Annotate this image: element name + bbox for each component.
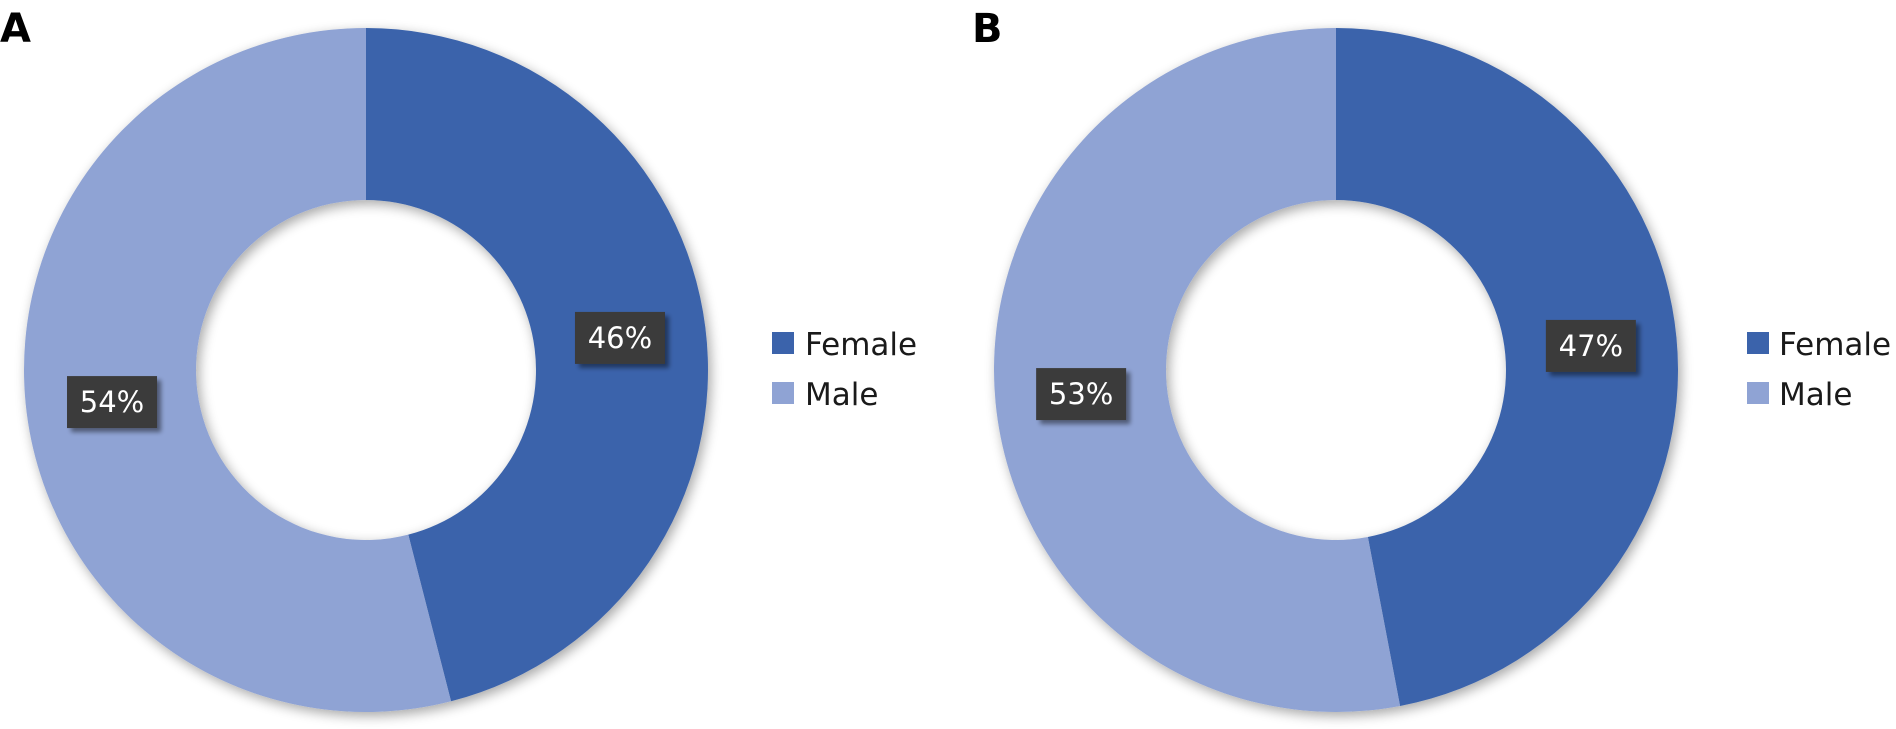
- donut-slice-male: [23, 27, 452, 713]
- panel-letter-a: A: [0, 6, 31, 52]
- data-label-box-female: [574, 311, 665, 364]
- donut-chart-a: [23, 27, 708, 713]
- legend-swatch-female: [1747, 332, 1769, 354]
- legend-a: Female Male: [772, 327, 917, 413]
- legend-swatch-female: [772, 332, 794, 354]
- data-label-box-male: [1036, 368, 1127, 421]
- legend-label-male: Male: [805, 377, 878, 413]
- legend-swatch-male: [1747, 382, 1769, 404]
- chart-panel-a: A 46% 54% Female Male: [0, 6, 917, 713]
- legend-swatch-male: [772, 382, 794, 404]
- data-label-male: 53%: [1049, 377, 1113, 411]
- data-label-box-female: [1545, 319, 1636, 372]
- chart-panel-b: B 47% 53% Female Male: [972, 6, 1891, 712]
- data-label-male: 54%: [80, 385, 144, 419]
- data-label-female: 47%: [1559, 329, 1623, 363]
- donut-slice-male: [994, 27, 1401, 712]
- data-label-female: 46%: [588, 321, 652, 355]
- panel-letter-b: B: [972, 6, 1003, 52]
- legend-label-female: Female: [805, 327, 917, 363]
- slice-labels-b: 47% 53%: [1036, 319, 1636, 421]
- data-label-box-male: [67, 376, 158, 429]
- donut-slice-female: [1336, 28, 1679, 706]
- donut-slice-female: [366, 28, 708, 702]
- donut-chart-b: [994, 27, 1679, 712]
- legend-label-male: Male: [1779, 377, 1852, 413]
- slice-labels-a: 46% 54%: [67, 311, 665, 429]
- legend-label-female: Female: [1779, 327, 1891, 363]
- legend-b: Female Male: [1747, 327, 1891, 413]
